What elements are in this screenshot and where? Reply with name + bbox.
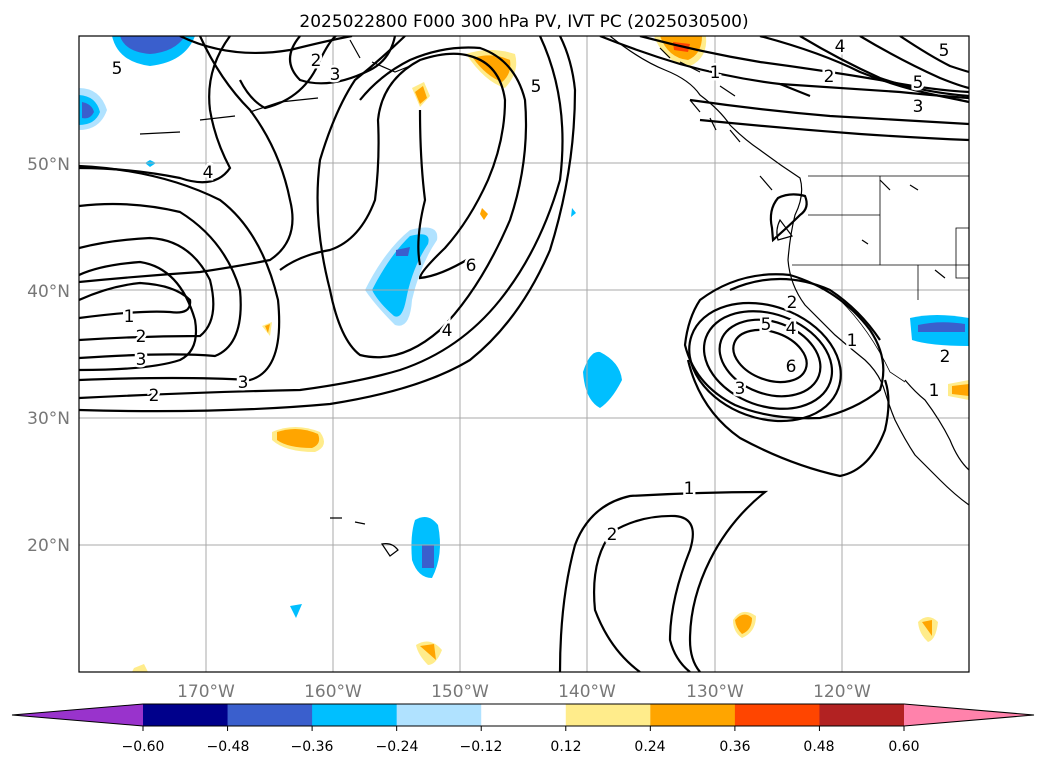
contour-label: 1 xyxy=(847,331,858,351)
contour-label: 4 xyxy=(442,321,453,341)
colorbar-segment xyxy=(734,704,820,726)
contour-label: 2 xyxy=(940,347,951,367)
colorbar-segment xyxy=(650,704,736,726)
contour-label: 2 xyxy=(149,386,160,406)
colorbar-segment xyxy=(396,704,482,726)
contour-label: 1 xyxy=(710,63,721,83)
contour-labels: 1 2 3 2 3 4 6 5 4 5 2 3 1 2 4 5 3 5 5 4 … xyxy=(109,36,953,548)
map-frame xyxy=(78,35,970,673)
colorbar-segment xyxy=(312,704,398,726)
contour-label: 2 xyxy=(136,327,147,347)
colorbar-segment xyxy=(565,704,651,726)
colorbar-segment xyxy=(143,704,229,726)
contour-label: 5 xyxy=(939,41,950,61)
contour-label: 1 xyxy=(124,307,135,327)
lat-tick-label: 30°N xyxy=(27,409,70,429)
lat-tick-label: 50°N xyxy=(27,155,70,175)
colorbar-segment xyxy=(227,704,313,726)
contour-label: 4 xyxy=(203,163,214,183)
contour-label: 2 xyxy=(311,51,322,71)
chart-title: 2025022800 F000 300 hPa PV, IVT PC (2025… xyxy=(299,12,748,32)
coastlines xyxy=(139,36,969,557)
lon-labels: 170°W 160°W 150°W 140°W 130°W 120°W xyxy=(177,682,871,702)
colorbar: −0.60 −0.48 −0.36 −0.24 −0.12 0.12 0.24 … xyxy=(11,703,1035,755)
contour-label: 5 xyxy=(531,77,542,97)
contour-label: 5 xyxy=(913,73,924,93)
lat-tick-label: 40°N xyxy=(27,282,70,302)
contour-label: 3 xyxy=(136,350,147,370)
map-area: 1 2 3 2 3 4 6 5 4 5 2 3 1 2 4 5 3 5 5 4 … xyxy=(79,36,969,672)
colorbar-tick-label: 0.48 xyxy=(803,739,834,755)
colorbar-ticks xyxy=(142,726,905,731)
colorbar-tick-labels: −0.60 −0.48 −0.36 −0.24 −0.12 0.12 0.24 … xyxy=(122,739,920,755)
contour-label: 4 xyxy=(835,37,846,57)
lon-tick-label: 150°W xyxy=(431,682,489,702)
colorbar-tick-label: −0.36 xyxy=(291,739,334,755)
colorbar-extend-left xyxy=(12,704,143,726)
contour-label: 3 xyxy=(238,373,249,393)
pv-contours xyxy=(79,36,969,672)
colorbar-tick-label: −0.60 xyxy=(122,739,165,755)
colorbar-tick-label: 0.36 xyxy=(719,739,750,755)
lat-labels: 50°N 40°N 30°N 20°N xyxy=(27,155,70,556)
contour-label: 2 xyxy=(607,525,618,545)
colorbar-tick-label: −0.12 xyxy=(460,739,503,755)
colorbar-tick-label: −0.48 xyxy=(207,739,250,755)
lon-tick-label: 130°W xyxy=(686,682,744,702)
contour-label: 3 xyxy=(913,97,924,117)
contour-label: 4 xyxy=(786,319,797,339)
colorbar-segments xyxy=(11,703,1035,727)
contour-label: 6 xyxy=(786,357,797,377)
colorbar-extend-right xyxy=(904,704,1034,726)
lon-tick-label: 160°W xyxy=(304,682,362,702)
lon-tick-label: 120°W xyxy=(813,682,871,702)
contour-label: 6 xyxy=(466,256,477,276)
lon-tick-label: 170°W xyxy=(177,682,235,702)
pv-shading xyxy=(79,36,969,672)
contour-label: 1 xyxy=(929,381,940,401)
lon-tick-label: 140°W xyxy=(558,682,616,702)
contour-label: 5 xyxy=(112,59,123,79)
colorbar-tick-label: −0.24 xyxy=(376,739,419,755)
contour-label: 2 xyxy=(824,67,835,87)
lat-tick-label: 20°N xyxy=(27,536,70,556)
contour-label: 3 xyxy=(330,65,341,85)
colorbar-segment xyxy=(481,704,567,726)
colorbar-tick-label: 0.60 xyxy=(888,739,919,755)
contour-label: 5 xyxy=(761,315,772,335)
gridlines xyxy=(79,36,969,672)
colorbar-tick-label: 0.24 xyxy=(634,739,665,755)
contour-label: 3 xyxy=(735,379,746,399)
colorbar-segment xyxy=(819,704,905,726)
contour-label: 2 xyxy=(787,293,798,313)
colorbar-tick-label: 0.12 xyxy=(550,739,581,755)
contour-label: 1 xyxy=(684,479,695,499)
